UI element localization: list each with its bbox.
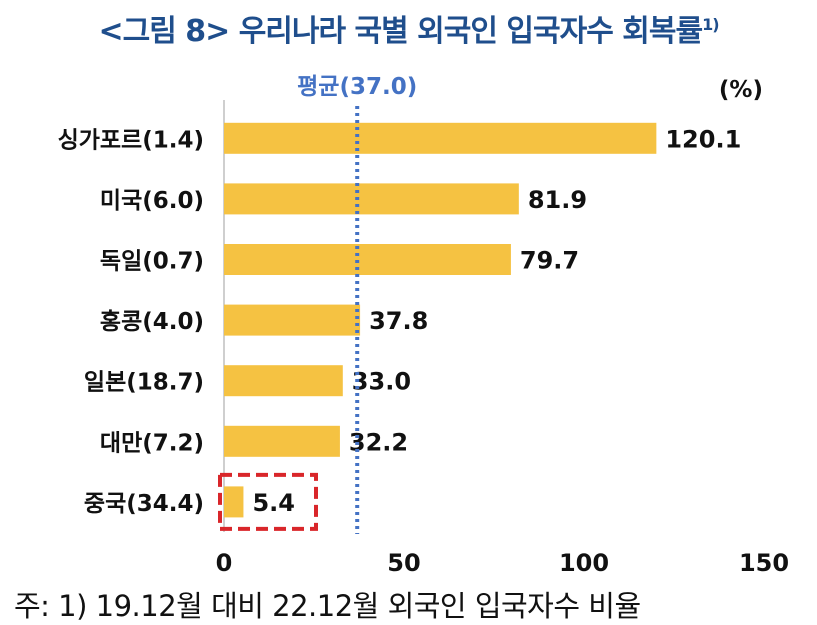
value-label: 79.7 <box>520 247 579 275</box>
bar <box>224 425 340 457</box>
average-label: 평균(37.0) <box>297 74 417 100</box>
x-tick-label: 50 <box>387 549 420 577</box>
category-label: 대만(7.2) <box>100 430 204 456</box>
chart-title: <그림 8> 우리나라 국별 외국인 입국자수 회복률1) <box>0 6 817 50</box>
category-label: 일본(18.7) <box>84 370 204 396</box>
value-label: 37.8 <box>369 307 428 335</box>
x-tick-label: 150 <box>739 549 789 577</box>
bar <box>224 183 519 215</box>
value-label: 5.4 <box>252 489 295 517</box>
bar <box>224 122 657 154</box>
title-superscript: 1) <box>702 15 719 34</box>
highlight-box <box>218 472 318 531</box>
value-label: 33.0 <box>352 368 411 396</box>
footnote: 주: 1) 19.12월 대비 22.12월 외국인 입국자수 비율 <box>14 589 641 623</box>
overlay-layer: (%) 평균(37.0) <box>218 74 763 534</box>
unit-label: (%) <box>719 77 763 103</box>
bar <box>224 304 361 336</box>
bar <box>224 486 244 518</box>
chart-title-text: <그림 8> 우리나라 국별 외국인 입국자수 회복률 <box>98 14 703 49</box>
bar <box>224 244 511 275</box>
x-tick-label: 100 <box>559 549 609 577</box>
value-label: 120.1 <box>665 125 741 153</box>
category-label: 중국(34.4) <box>84 491 204 517</box>
category-label: 독일(0.7) <box>100 249 204 275</box>
category-label: 홍콩(4.0) <box>100 309 204 335</box>
category-label: 싱가포르(1.4) <box>58 127 204 153</box>
category-label: 미국(6.0) <box>100 188 204 214</box>
x-tick-label: 0 <box>216 549 233 577</box>
value-label: 81.9 <box>528 186 587 214</box>
bars-layer: 싱가포르(1.4) 120.1 미국(6.0) 81.9 독일(0.7) 79.7 홍콩(4… <box>58 100 789 577</box>
bar <box>224 365 343 397</box>
